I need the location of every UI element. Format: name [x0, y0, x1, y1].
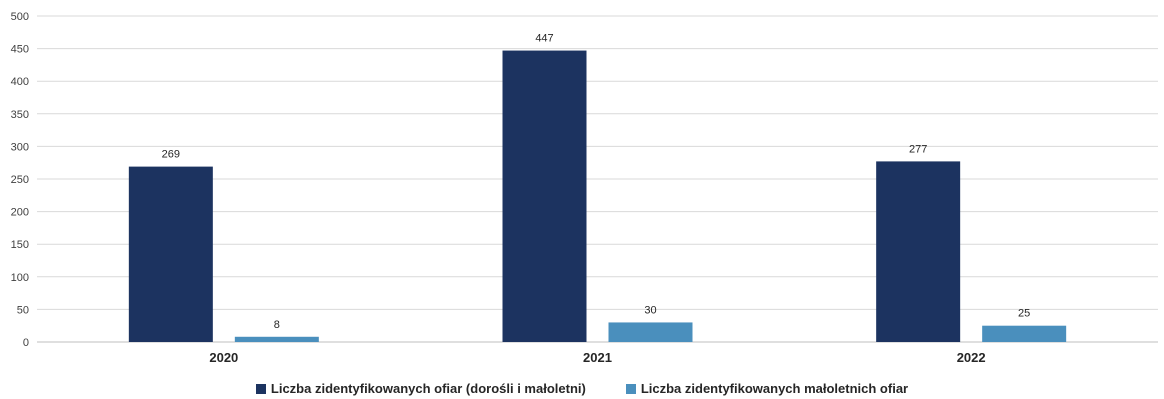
y-tick-label: 150 [11, 239, 29, 251]
x-axis: 2020 2021 2022 [209, 350, 985, 365]
x-tick-label: 2022 [957, 350, 986, 365]
legend-label-series-2: Liczba zidentyfikowanych małoletnich ofi… [640, 381, 909, 396]
data-label: 447 [535, 33, 553, 45]
data-label: 269 [162, 149, 180, 161]
legend-label-series-1: Liczba zidentyfikowanych ofiar (dorośli … [270, 381, 586, 396]
y-tick-label: 0 [23, 337, 29, 349]
y-tick-label: 350 [11, 109, 29, 121]
bar-2021-series-1 [502, 50, 587, 342]
data-label: 8 [274, 319, 280, 331]
bar-2020-series-2 [234, 336, 319, 342]
bars [128, 50, 1067, 342]
y-tick-label: 100 [11, 272, 29, 284]
legend-swatch-series-2 [625, 383, 636, 394]
y-tick-label: 200 [11, 207, 29, 219]
data-labels: 269 8 447 30 277 25 [162, 33, 1031, 331]
y-tick-label: 450 [11, 44, 29, 56]
data-label: 25 [1018, 308, 1030, 320]
y-tick-label: 500 [11, 11, 29, 23]
y-tick-label: 300 [11, 141, 29, 153]
bar-chart: 0 50 100 150 200 250 300 350 400 450 500 269 8 447 30… [11, 11, 1158, 365]
x-tick-label: 2020 [209, 350, 238, 365]
x-tick-label: 2021 [583, 350, 612, 365]
legend-item-series-1: Liczba zidentyfikowanych ofiar (dorośli … [255, 381, 586, 396]
bar-2022-series-1 [876, 161, 961, 342]
y-axis: 0 50 100 150 200 250 300 350 400 450 500 [11, 11, 29, 349]
y-tick-label: 250 [11, 174, 29, 186]
bar-2022-series-2 [982, 325, 1067, 342]
y-tick-label: 50 [17, 304, 29, 316]
bar-2020-series-1 [128, 166, 213, 342]
legend-item-series-2: Liczba zidentyfikowanych małoletnich ofi… [625, 381, 909, 396]
y-tick-label: 400 [11, 76, 29, 88]
legend: Liczba zidentyfikowanych ofiar (dorośli … [0, 381, 1164, 396]
gridlines [37, 15, 1158, 343]
data-label: 30 [644, 304, 656, 316]
legend-swatch-series-1 [255, 383, 266, 394]
bar-2021-series-2 [608, 322, 693, 342]
data-label: 277 [909, 143, 927, 155]
